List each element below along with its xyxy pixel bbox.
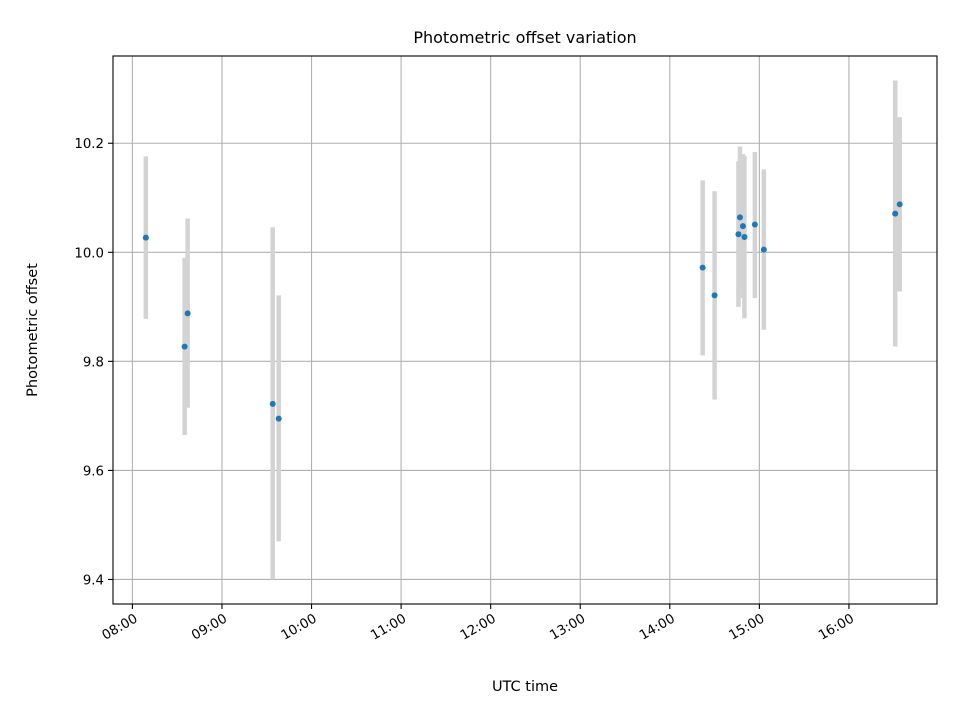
data-point <box>892 210 899 217</box>
plot-frame <box>112 55 938 605</box>
data-point <box>751 221 758 228</box>
data-point <box>181 343 188 350</box>
y-axis-label: Photometric offset <box>25 263 41 397</box>
data-point <box>142 234 149 241</box>
data-point <box>735 231 742 238</box>
data-point <box>736 214 743 221</box>
data-point <box>699 264 706 271</box>
data-point <box>739 223 746 230</box>
data-point <box>711 292 718 299</box>
data-point <box>760 246 767 253</box>
data-point <box>741 234 748 241</box>
data-points <box>142 201 903 422</box>
x-axis-label: UTC time <box>492 679 558 695</box>
data-point <box>184 310 191 317</box>
data-point <box>896 201 903 208</box>
y-tick-label: 10.0 <box>74 246 104 261</box>
grid <box>113 56 937 604</box>
y-axis-ticks: 9.4 9.6 9.8 10.0 10.2 <box>74 137 113 588</box>
chart-title: Photometric offset variation <box>413 28 636 47</box>
y-tick-label: 9.4 <box>83 573 104 588</box>
y-tick-label: 10.2 <box>74 137 104 152</box>
y-tick-label: 9.6 <box>83 464 104 479</box>
data-point <box>269 400 276 407</box>
data-point <box>275 415 282 422</box>
y-tick-label: 9.8 <box>83 355 104 370</box>
